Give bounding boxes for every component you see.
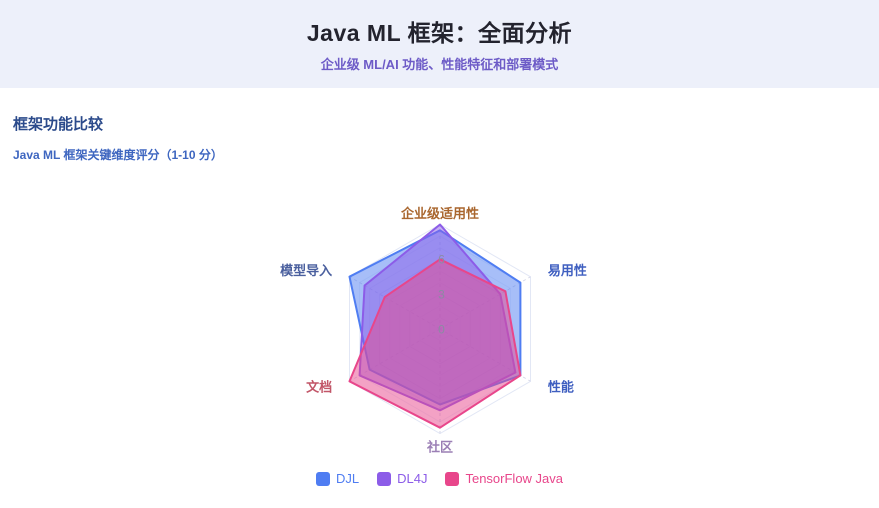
page-subtitle: 企业级 ML/AI 功能、性能特征和部署模式	[320, 57, 559, 72]
page-title: Java ML 框架：全面分析	[306, 20, 573, 46]
legend-label: TensorFlow Java	[465, 471, 564, 486]
legend-label: DJL	[335, 471, 360, 486]
radar-series-tensorflow-java	[348, 258, 522, 429]
radar-axis-label-1: 易用性	[548, 263, 587, 278]
section-caption: Java ML 框架关键维度评分（1-10 分）	[13, 148, 223, 162]
radar-chart: 0 3 6 企业级适用性易用性性能社区 文档 模型导入	[230, 190, 650, 480]
radar-axis-label-3: 社区	[426, 440, 453, 455]
legend-swatch	[377, 471, 392, 486]
legend-swatch	[315, 471, 330, 486]
legend-item-tensorflow-java[interactable]: TensorFlow Java	[445, 471, 563, 486]
legend-item-dl4j[interactable]: DL4J	[377, 471, 427, 486]
radar-tick-label: 3	[438, 287, 445, 301]
chart-legend: DJL DL4J TensorFlow Java	[0, 471, 879, 486]
page-header: Java ML 框架：全面分析 企业级 ML/AI 功能、性能特征和部署模式	[0, 0, 879, 88]
radar-tick-label: 0	[438, 322, 445, 336]
legend-item-djl[interactable]: DJL	[315, 471, 360, 486]
radar-axis-label-4: 文档	[306, 379, 332, 394]
radar-axis-label-5: 模型导入	[280, 263, 332, 278]
radar-axis-label-2: 性能	[548, 379, 574, 394]
radar-tick-label: 6	[438, 253, 445, 267]
radar-axis-label-0: 企业级适用性	[400, 206, 479, 221]
legend-swatch	[445, 471, 460, 486]
legend-label: DL4J	[397, 471, 428, 486]
section-title: 框架功能比较	[13, 116, 104, 133]
